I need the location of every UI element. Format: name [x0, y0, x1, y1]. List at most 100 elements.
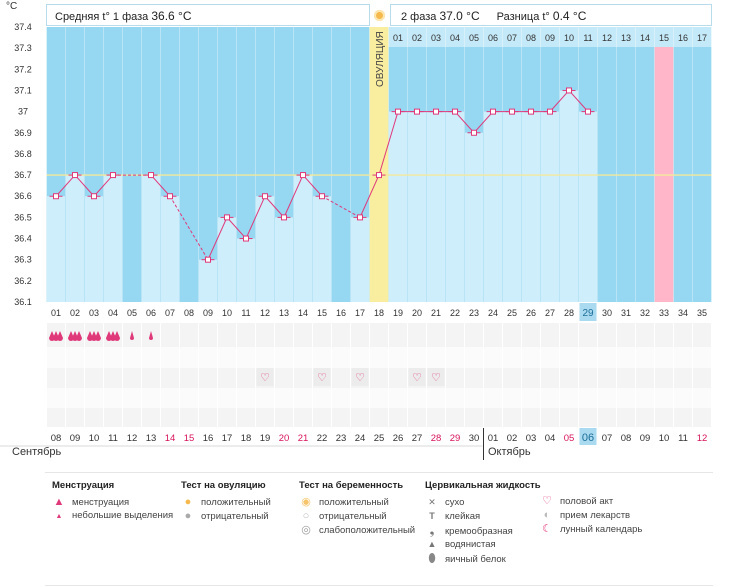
temperature-segment — [568, 90, 589, 112]
temperature-bar — [484, 111, 502, 302]
highlight-column — [654, 27, 674, 302]
temperature-point — [509, 108, 515, 115]
y-tick-label: 36.6 — [14, 191, 32, 201]
temperature-bar — [142, 175, 160, 302]
date-label: 12 — [697, 433, 708, 444]
date-label: 01 — [488, 433, 499, 444]
heart-icon: ♡ — [355, 372, 365, 384]
phase1-summary: Средняя t° 1 фаза 36.6 °C — [46, 4, 370, 26]
day-label: 31 — [621, 308, 631, 318]
day-label: 06 — [146, 308, 156, 318]
y-tick-label: 36.4 — [14, 234, 32, 244]
temperature-bar — [541, 111, 559, 302]
legend-item: лунный календарь — [560, 524, 643, 535]
legend-item: положительный — [319, 497, 389, 508]
heart-icon: ♡ — [317, 372, 327, 384]
day-label: 25 — [507, 308, 517, 318]
post-ovulation-day-label: 04 — [450, 33, 460, 43]
day-label: 13 — [279, 308, 289, 318]
legend-divider — [45, 472, 713, 473]
legend-item: положительный — [201, 497, 271, 508]
date-label: 29 — [450, 433, 461, 444]
temperature-point — [395, 108, 401, 115]
ovulation-column — [369, 27, 389, 302]
day-label: 30 — [602, 308, 612, 318]
y-tick-label: 36.7 — [14, 170, 32, 180]
y-tick-label: 36.5 — [14, 212, 32, 222]
phase1-label: Средняя t° 1 фаза — [55, 11, 149, 23]
temperature-segment — [359, 174, 380, 218]
y-tick-label: 36.9 — [14, 128, 32, 138]
month-second: Октябрь — [488, 446, 531, 458]
intercourse-cell — [408, 368, 426, 386]
pregnancy-positive-icon: ◉ — [301, 496, 311, 508]
legend-item: прием лекарств — [560, 510, 631, 521]
temperature-segment — [454, 111, 475, 134]
temperature-point — [452, 108, 458, 115]
temperature-segment — [226, 217, 247, 239]
day-label: 03 — [89, 308, 99, 318]
y-tick-label: 36.2 — [14, 276, 32, 286]
y-tick-label: 36.1 — [14, 297, 32, 307]
temperature-segment — [283, 174, 304, 218]
date-label: 03 — [526, 433, 537, 444]
legend-item: водянистая — [445, 539, 496, 550]
day-label: 14 — [298, 308, 308, 318]
legend-item: отрицательный — [319, 511, 387, 522]
legend-item: небольшие выделения — [72, 510, 174, 521]
temperature-bar — [579, 111, 597, 302]
phase1-value: 36.6 °C — [151, 9, 192, 23]
date-label: 25 — [374, 433, 385, 444]
menstruation-drop-icon — [95, 331, 101, 341]
post-ovulation-day-label: 09 — [545, 33, 555, 43]
temperature-segment — [473, 111, 494, 134]
day-label: 16 — [336, 308, 346, 318]
temperature-bar — [104, 175, 122, 302]
symptom-row — [46, 368, 712, 388]
menstruation-drop-icon — [114, 331, 120, 341]
temperature-point — [433, 108, 439, 115]
date-label: 10 — [89, 433, 100, 444]
day-label: 35 — [697, 308, 707, 318]
post-ovulation-day-label: 05 — [469, 33, 479, 43]
pill-icon: ◐ — [543, 509, 551, 521]
date-label: 28 — [431, 433, 442, 444]
legend-pregnancy-test: Тест на беременность ◉ положительный ○ отр… — [299, 480, 415, 537]
temperature-point — [319, 193, 325, 200]
legend-item: клейкая — [445, 511, 481, 522]
temperature-segment — [245, 196, 266, 239]
day-label: 21 — [431, 308, 441, 318]
date-label: 04 — [545, 433, 556, 444]
date-label: 26 — [393, 433, 404, 444]
day-label: 11 — [241, 308, 250, 318]
temperature-gap-segment — [321, 195, 361, 218]
day-label: 01 — [51, 308, 61, 318]
y-tick-label: 36.8 — [14, 149, 32, 159]
drop-large-icon: ▲ — [53, 496, 65, 508]
temperature-point — [490, 108, 496, 115]
legend-item: яичный белок — [445, 554, 506, 565]
heart-icon: ♡ — [412, 372, 422, 384]
day-label: 32 — [640, 308, 650, 318]
legend-title: Менструация — [52, 480, 115, 491]
legend-item: слабоположительный — [319, 525, 416, 536]
legend-item: сухо — [445, 497, 465, 508]
legend-item: менструация — [72, 497, 130, 508]
date-label: 22 — [317, 433, 328, 444]
watery-icon: ▲ — [427, 539, 437, 549]
legend-title: Цервикальная жидкость — [425, 480, 541, 491]
temperature-point — [110, 172, 116, 179]
phase2-summary: 2 фаза 37.0 °C Разница t° 0.4 °C — [390, 4, 712, 26]
day-label: 15 — [317, 308, 327, 318]
temperature-point — [300, 172, 306, 179]
date-label: 11 — [678, 433, 688, 444]
temperature-bar — [351, 217, 369, 302]
post-ovulation-day-label: 12 — [602, 33, 612, 43]
temperature-bar — [427, 111, 445, 302]
date-label: 27 — [412, 433, 423, 444]
date-label: 19 — [260, 433, 271, 444]
y-tick-label: 37.1 — [14, 85, 32, 95]
heart-icon: ♡ — [260, 372, 270, 384]
legend-title: Тест на беременность — [299, 480, 404, 491]
phase2-label: 2 фаза — [401, 11, 437, 23]
